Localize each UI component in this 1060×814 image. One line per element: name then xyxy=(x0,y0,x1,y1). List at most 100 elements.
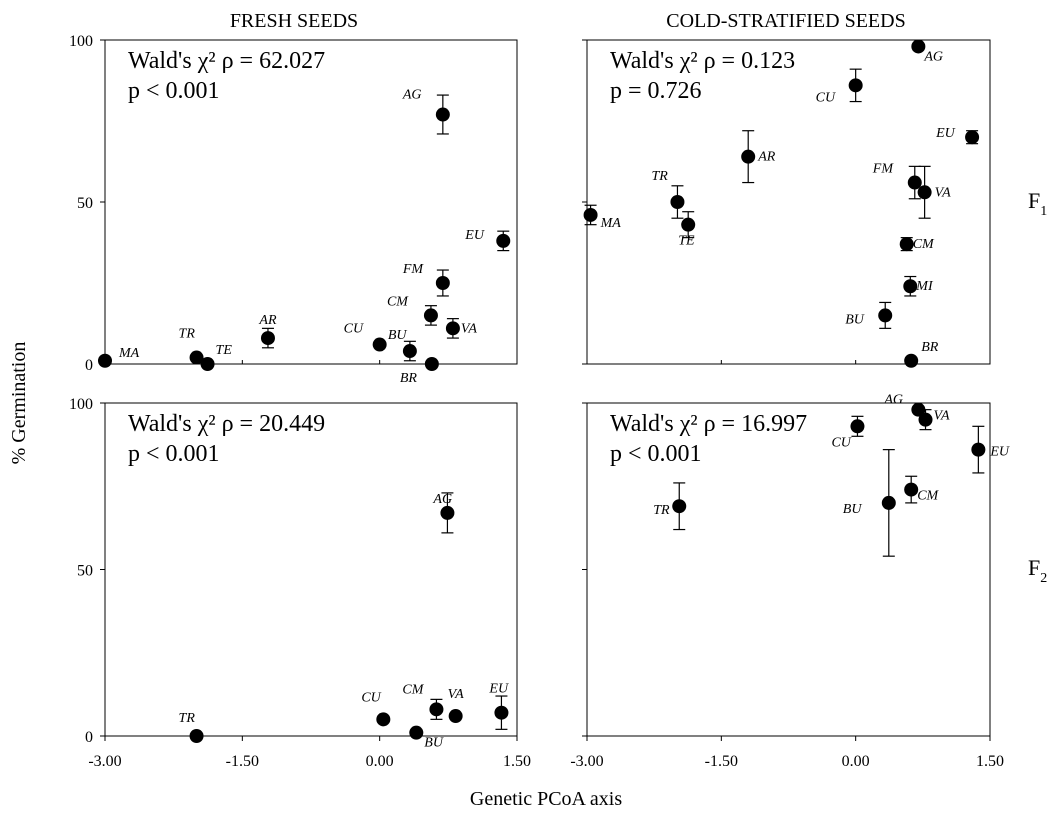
point-label-ag: AG xyxy=(432,492,452,507)
data-point-bu xyxy=(402,344,417,359)
point-label-cm: CM xyxy=(402,682,424,697)
data-point-tr xyxy=(189,350,204,365)
data-point-eu xyxy=(496,233,511,248)
data-point-cu xyxy=(372,337,387,352)
data-point-bu xyxy=(881,495,896,510)
x-tick-label: -1.50 xyxy=(705,753,738,770)
data-point-bu xyxy=(878,308,893,323)
x-tick-label: 0.00 xyxy=(366,753,394,770)
stat-p-value: p < 0.001 xyxy=(610,441,702,467)
panel-1: Wald's χ² ρ = 0.123 p = 0.726 MA TR TE AR CU AG… xyxy=(582,39,991,368)
data-point-ag xyxy=(911,39,926,54)
point-label-ma: MA xyxy=(600,216,622,231)
point-label-va: VA xyxy=(461,321,478,336)
point-label-fm: FM xyxy=(872,162,895,177)
point-label-va: VA xyxy=(448,687,465,702)
stat-chi-square: Wald's χ² ρ = 20.449 xyxy=(128,411,325,437)
data-point-fm xyxy=(907,175,922,190)
point-label-eu: EU xyxy=(488,682,509,697)
point-label-bu: BU xyxy=(845,312,865,327)
point-label-bu: BU xyxy=(388,328,408,343)
point-label-fm: FM xyxy=(402,262,425,277)
point-label-va: VA xyxy=(935,185,952,200)
point-label-br: BR xyxy=(921,340,939,355)
data-point-tr xyxy=(670,195,685,209)
data-point-cu xyxy=(376,712,391,727)
point-label-va: VA xyxy=(934,409,951,424)
data-point-br xyxy=(904,353,919,368)
point-label-eu: EU xyxy=(464,228,485,243)
point-label-ag: AG xyxy=(883,393,903,408)
y-tick-label: 50 xyxy=(77,563,93,580)
panel-3: -3.00 -1.50 0.00 1.50 Wald's χ² ρ = 16.997 p … xyxy=(570,393,1010,770)
data-point-ma xyxy=(98,353,112,368)
point-label-ag: AG xyxy=(402,88,422,103)
data-point-cm xyxy=(423,308,438,323)
data-point-ag xyxy=(911,402,926,417)
point-label-cu: CU xyxy=(344,322,364,337)
x-tick-label: 1.50 xyxy=(976,753,1004,770)
y-tick-label: 100 xyxy=(69,33,93,50)
point-label-cm: CM xyxy=(917,489,939,504)
point-label-cu: CU xyxy=(361,690,381,705)
row-label-f1: F1 xyxy=(1028,188,1047,219)
y-tick-label: 0 xyxy=(85,357,93,374)
point-label-ma: MA xyxy=(118,346,140,361)
point-label-cu: CU xyxy=(816,90,836,105)
point-label-bu: BU xyxy=(843,502,863,517)
data-point-mi xyxy=(903,279,918,294)
data-point-te xyxy=(681,217,696,232)
y-tick-label: 50 xyxy=(77,195,93,212)
point-label-bu: BU xyxy=(424,736,444,751)
stat-p-value: p = 0.726 xyxy=(610,78,702,104)
point-label-te: TE xyxy=(678,234,695,249)
x-tick-label: 0.00 xyxy=(842,753,870,770)
data-point-eu xyxy=(965,130,980,145)
data-point-eu xyxy=(494,705,509,720)
point-label-mi: MI xyxy=(915,279,934,294)
x-axis-label: Genetic PCoA axis xyxy=(470,788,622,810)
data-point-br xyxy=(424,357,439,371)
point-label-eu: EU xyxy=(935,126,956,141)
data-point-cm xyxy=(429,702,444,717)
data-point-ar xyxy=(260,331,275,346)
column-header-fresh: FRESH SEEDS xyxy=(230,10,358,32)
data-point-ar xyxy=(741,149,756,164)
data-point-cu xyxy=(848,78,863,93)
data-point-va xyxy=(918,412,933,427)
data-point-va xyxy=(448,709,463,724)
x-tick-label: -3.00 xyxy=(88,753,121,770)
data-point-cu xyxy=(850,419,865,434)
data-point-tr xyxy=(189,729,204,743)
point-label-eu: EU xyxy=(989,445,1010,460)
data-point-tr xyxy=(672,499,687,514)
panel-2: -3.00 -1.50 0.00 1.50 0 50 100 Wald's χ² ρ = 20… xyxy=(69,396,531,770)
data-point-va xyxy=(445,321,460,336)
stat-chi-square: Wald's χ² ρ = 16.997 xyxy=(610,411,807,437)
data-point-ag xyxy=(435,107,450,122)
column-header-cold: COLD-STRATIFIED SEEDS xyxy=(666,10,905,32)
point-label-ar: AR xyxy=(757,150,776,165)
x-tick-label: 1.50 xyxy=(503,753,531,770)
stat-chi-square: Wald's χ² ρ = 0.123 xyxy=(610,48,795,74)
point-label-br: BR xyxy=(400,371,418,386)
data-point-te xyxy=(200,357,215,371)
point-label-ar: AR xyxy=(258,313,277,328)
point-label-tr: TR xyxy=(179,327,196,342)
point-label-tr: TR xyxy=(179,711,196,726)
y-tick-label: 0 xyxy=(85,729,93,746)
data-point-eu xyxy=(971,442,986,457)
data-point-va xyxy=(917,185,932,200)
data-point-ag xyxy=(440,505,455,520)
row-label-f2: F2 xyxy=(1028,555,1047,586)
point-label-ag: AG xyxy=(923,49,943,64)
point-label-tr: TR xyxy=(653,503,670,518)
stat-p-value: p < 0.001 xyxy=(128,78,220,104)
panel-0: 0 50 100 Wald's χ² ρ = 62.027 p < 0.001 MA TR T… xyxy=(69,33,518,386)
data-point-cm xyxy=(899,237,914,252)
stat-chi-square: Wald's χ² ρ = 62.027 xyxy=(128,48,325,74)
data-point-ma xyxy=(583,207,598,222)
data-point-bu xyxy=(409,725,424,740)
x-tick-label: -1.50 xyxy=(226,753,259,770)
